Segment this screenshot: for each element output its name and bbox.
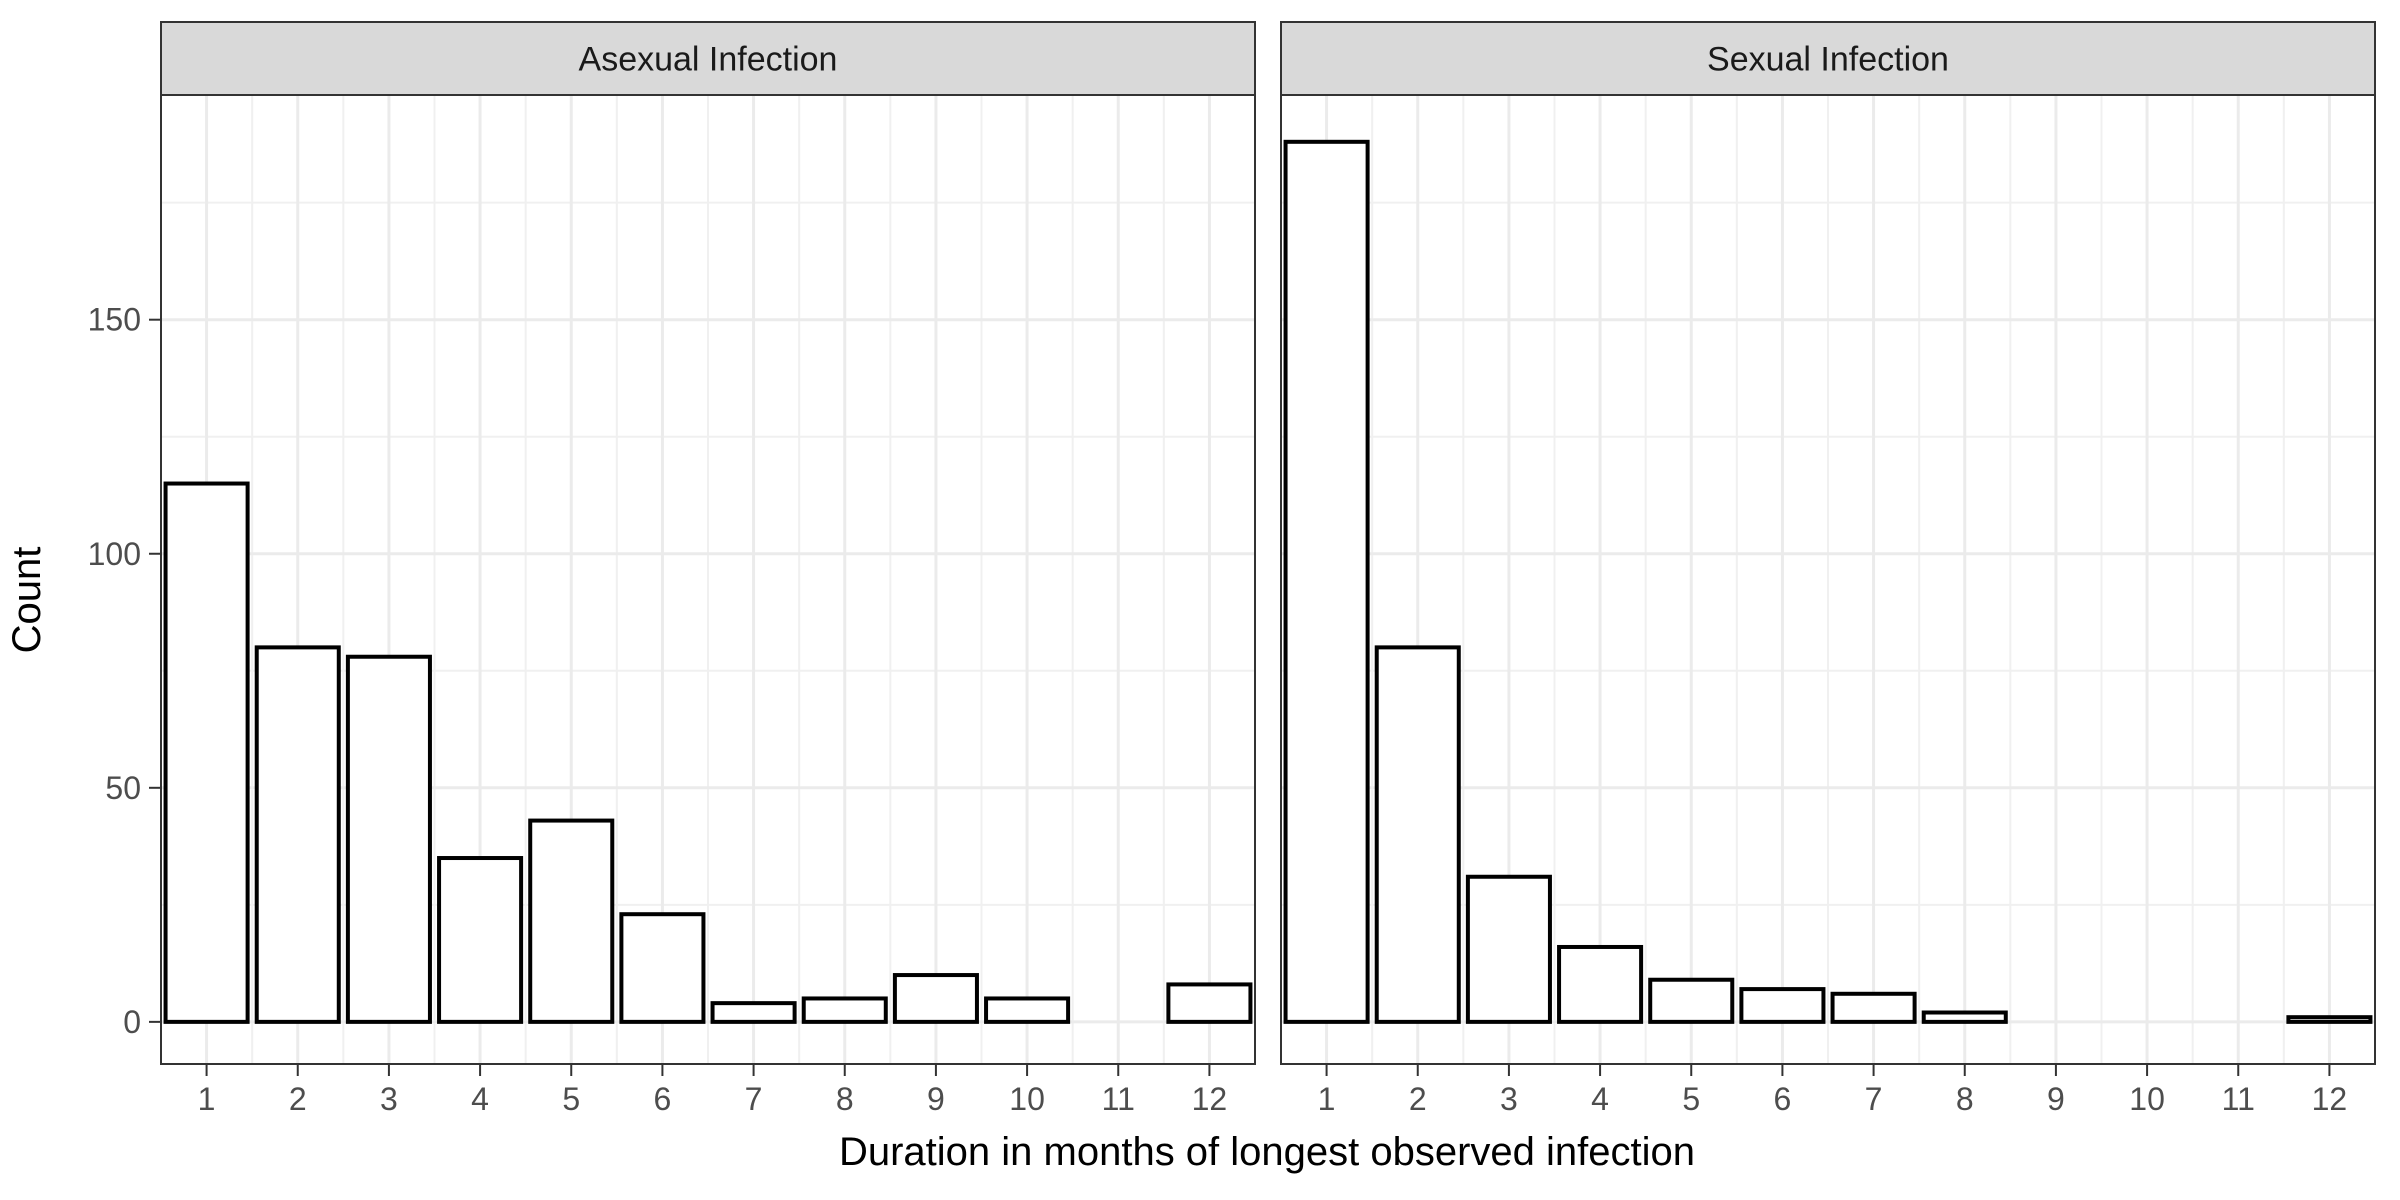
x-tick-label: 6 [1774,1081,1792,1117]
bar [801,996,888,1024]
x-tick-label: 7 [745,1081,763,1117]
x-tick-label: 7 [1865,1081,1883,1117]
bar [1921,1010,2008,1024]
bar [2286,1015,2373,1024]
x-tick-label: 5 [1682,1081,1700,1117]
x-tick-label: 9 [927,1081,945,1117]
x-tick-label: 5 [562,1081,580,1117]
y-tick-label: 100 [88,536,141,572]
y-tick-label: 50 [105,770,141,806]
x-tick-label: 8 [836,1081,854,1117]
bar [984,996,1071,1024]
bar [1283,139,1370,1024]
x-tick-label: 11 [1102,1081,1135,1117]
x-tick-label: 3 [1500,1081,1518,1117]
bar [710,1001,797,1024]
y-axis: 0 50 100 150 [88,302,161,1040]
y-tick-label: 150 [88,302,141,338]
bar [619,912,706,1024]
x-tick-label: 2 [1409,1081,1427,1117]
x-tick-label: 9 [2047,1081,2065,1117]
bar [1557,944,1644,1024]
x-tick-label: 12 [1192,1081,1228,1117]
bar [892,973,979,1024]
x-tick-label: 4 [1591,1081,1609,1117]
x-tick-label: 2 [289,1081,307,1117]
x-tick-label: 8 [1956,1081,1974,1117]
bar [254,645,341,1024]
bar [1830,991,1917,1024]
x-tick-label: 10 [1009,1081,1045,1117]
x-axis-title: Duration in months of longest observed i… [839,1130,1695,1174]
bar [1166,982,1253,1024]
x-tick-label: 1 [1318,1081,1336,1117]
x-tick-label: 1 [198,1081,216,1117]
bar [163,481,250,1024]
x-tick-label: 12 [2312,1081,2348,1117]
facet-strip-label: Sexual Infection [1707,41,1949,79]
x-tick-label: 11 [2222,1081,2255,1117]
y-tick-label: 0 [123,1004,141,1040]
bar [528,818,615,1024]
facet-strip [160,21,1256,96]
bar [1374,645,1461,1024]
facet-strip [1280,21,2376,96]
x-tick-label: 3 [380,1081,398,1117]
bar [1465,874,1552,1024]
bar [437,856,524,1024]
bar [1648,977,1735,1024]
y-axis-title: Count [5,547,49,654]
facet-strip-label: Asexual Infection [579,41,838,79]
x-tick-label: 4 [471,1081,489,1117]
bar [345,654,432,1024]
x-tick-label: 6 [654,1081,672,1117]
x-tick-label: 10 [2129,1081,2165,1117]
bar [1739,987,1826,1024]
